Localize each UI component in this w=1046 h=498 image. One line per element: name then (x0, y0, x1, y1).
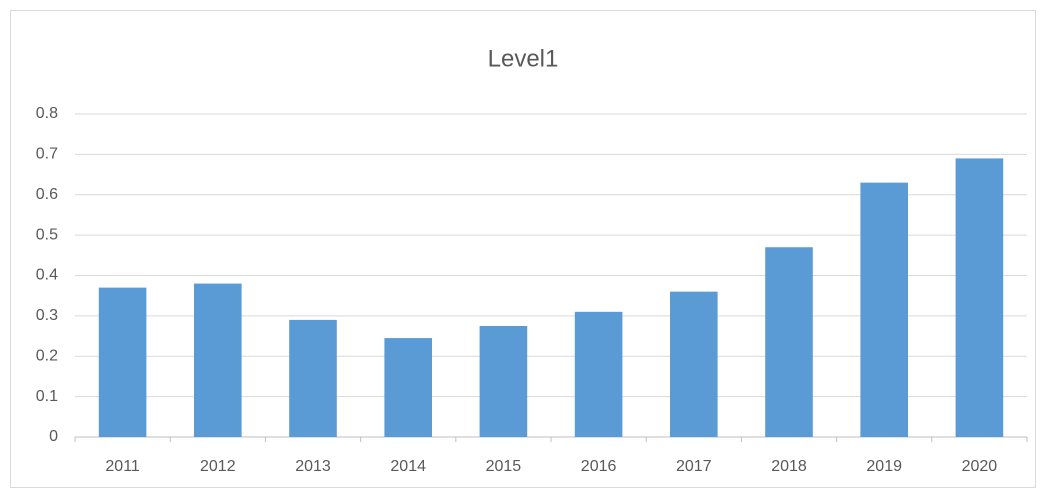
y-tick-label: 0.4 (36, 267, 58, 284)
x-tick-label: 2012 (200, 458, 236, 475)
y-tick-label: 0.1 (36, 388, 58, 405)
bar (860, 182, 908, 437)
bar (384, 338, 432, 437)
x-tick-label: 2018 (771, 458, 807, 475)
y-tick-label: 0.6 (36, 186, 58, 203)
bar (765, 247, 813, 437)
bar (670, 291, 718, 437)
bar (289, 319, 337, 437)
bar (98, 287, 147, 437)
y-tick-label: 0.2 (36, 347, 58, 364)
x-tick-label: 2015 (486, 458, 522, 475)
bar (574, 311, 623, 437)
x-tick-label: 2014 (390, 458, 426, 475)
y-tick-label: 0 (49, 428, 58, 445)
x-tick-label: 2011 (105, 458, 140, 475)
bar (194, 283, 242, 437)
x-tick-label: 2019 (866, 458, 902, 475)
x-tick-label: 2017 (676, 458, 712, 475)
bar (955, 158, 1004, 437)
y-tick-label: 0.8 (36, 105, 58, 122)
y-tick-label: 0.3 (36, 307, 58, 324)
x-tick-label: 2013 (295, 458, 331, 475)
bar (479, 325, 528, 437)
x-tick-label: 2020 (962, 458, 998, 475)
chart-title: Level1 (488, 45, 559, 72)
y-tick-label: 0.5 (36, 226, 58, 243)
x-tick-label: 2016 (581, 458, 617, 475)
y-tick-label: 0.7 (36, 146, 58, 163)
